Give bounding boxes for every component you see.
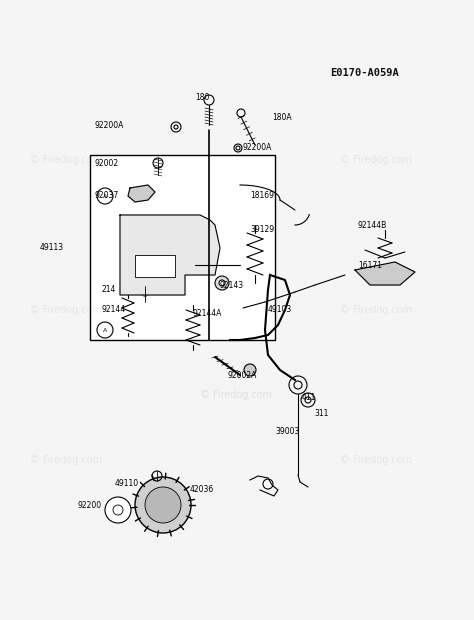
Text: 16171: 16171 — [358, 260, 382, 270]
Polygon shape — [120, 215, 220, 295]
Text: 214: 214 — [102, 285, 117, 294]
Text: © Firedog.com: © Firedog.com — [30, 305, 102, 315]
Bar — [90, 155, 275, 340]
Polygon shape — [355, 262, 415, 285]
Text: 311: 311 — [314, 409, 328, 417]
Circle shape — [219, 280, 225, 286]
Text: E0170-A059A: E0170-A059A — [330, 68, 399, 78]
Text: 42036: 42036 — [190, 485, 214, 495]
Circle shape — [215, 276, 229, 290]
Text: © Firedog.com: © Firedog.com — [200, 390, 272, 400]
Circle shape — [158, 230, 172, 244]
Text: 92144: 92144 — [102, 306, 126, 314]
Circle shape — [244, 364, 256, 376]
Circle shape — [263, 479, 273, 489]
Text: © Firedog.com: © Firedog.com — [340, 155, 412, 165]
Text: 92002: 92002 — [95, 159, 119, 167]
Text: © Firedog.com: © Firedog.com — [30, 155, 102, 165]
Text: 39129: 39129 — [250, 224, 274, 234]
Text: 180A: 180A — [272, 113, 292, 123]
Bar — [135, 255, 175, 277]
Text: 180: 180 — [195, 94, 210, 102]
Text: 92200: 92200 — [78, 502, 102, 510]
Circle shape — [97, 188, 113, 204]
Text: 39003: 39003 — [275, 428, 300, 436]
Text: 92144B: 92144B — [358, 221, 387, 229]
Text: 92200A: 92200A — [243, 143, 273, 153]
Circle shape — [97, 322, 113, 338]
Text: 411: 411 — [302, 394, 316, 402]
Circle shape — [105, 497, 131, 523]
Text: 49110: 49110 — [115, 479, 139, 489]
Text: 49113: 49113 — [40, 244, 64, 252]
Text: A: A — [103, 327, 107, 332]
Polygon shape — [128, 185, 155, 202]
Text: 49103: 49103 — [268, 306, 292, 314]
Text: 18169: 18169 — [250, 192, 274, 200]
Text: 92037: 92037 — [95, 192, 119, 200]
Text: 92144A: 92144A — [193, 309, 222, 317]
Text: 92143: 92143 — [220, 281, 244, 291]
Text: © Firedog.com: © Firedog.com — [30, 455, 102, 465]
Text: © Firedog.com: © Firedog.com — [340, 455, 412, 465]
Circle shape — [145, 487, 181, 523]
Text: 92002A: 92002A — [228, 371, 257, 381]
Text: A: A — [103, 193, 107, 198]
Text: 92200A: 92200A — [95, 122, 124, 130]
Text: © Firedog.com: © Firedog.com — [340, 305, 412, 315]
Circle shape — [135, 477, 191, 533]
Circle shape — [138, 189, 146, 197]
